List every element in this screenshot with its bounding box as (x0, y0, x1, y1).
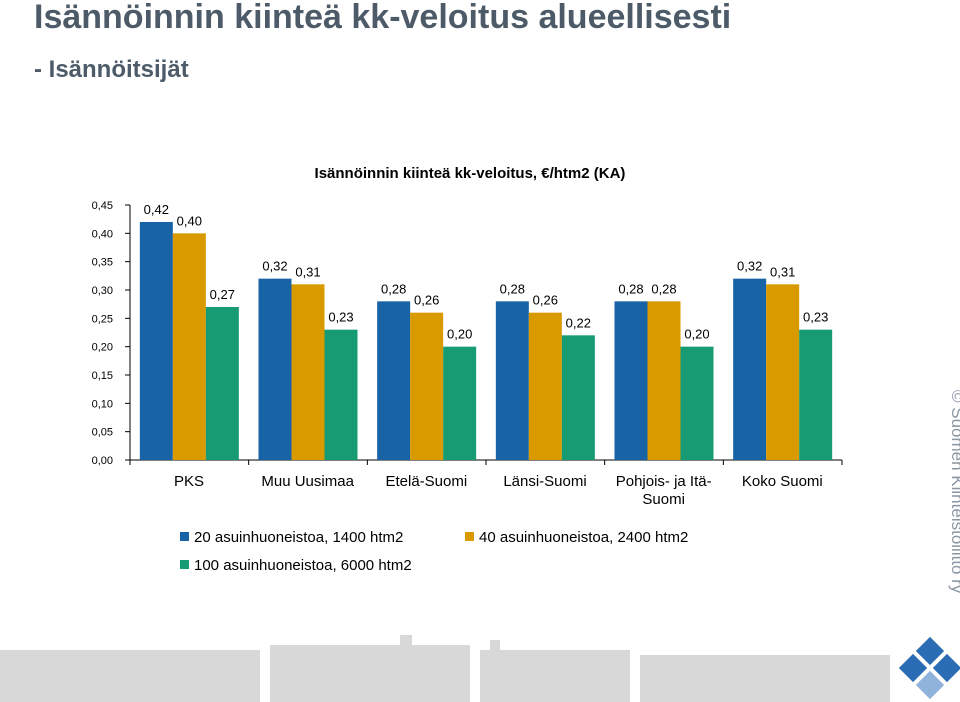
x-tick-label: Pohjois- ja Itä-Suomi (615, 473, 712, 508)
bar (647, 301, 681, 460)
bar (139, 222, 173, 460)
bar (528, 312, 562, 460)
legend-label: 40 asuinhuoneistoa, 2400 htm2 (479, 529, 688, 546)
legend-label: 100 asuinhuoneistoa, 6000 htm2 (194, 557, 412, 574)
x-tick-label: Koko Suomi (741, 473, 823, 490)
bar (324, 329, 358, 460)
bar (561, 335, 595, 460)
skyline (0, 635, 890, 702)
bar (680, 346, 714, 460)
value-label: 0,22 (566, 315, 591, 330)
value-label: 0,27 (210, 287, 235, 302)
legend-swatch (180, 532, 189, 541)
x-tick-label: PKS (173, 473, 204, 490)
value-label: 0,28 (500, 281, 525, 296)
bar (377, 301, 411, 460)
x-tick-label: Etelä-Suomi (385, 473, 468, 490)
x-tick-label: Muu Uusimaa (261, 473, 354, 490)
bar (614, 301, 648, 460)
value-label: 0,20 (684, 327, 709, 342)
bar (799, 329, 833, 460)
bar (258, 278, 292, 460)
value-label: 0,31 (770, 264, 795, 279)
value-label: 0,28 (618, 281, 643, 296)
y-tick-label: 0,10 (92, 398, 113, 410)
x-tick-label: Länsi-Suomi (503, 473, 587, 490)
value-label: 0,31 (295, 264, 320, 279)
value-label: 0,23 (803, 310, 828, 325)
value-label: 0,20 (447, 327, 472, 342)
bar (766, 284, 800, 460)
logo (898, 636, 960, 700)
y-tick-label: 0,20 (92, 342, 113, 354)
legend-swatch (465, 532, 474, 541)
y-tick-label: 0,45 (92, 200, 113, 212)
value-label: 0,40 (177, 213, 202, 228)
bar (205, 307, 239, 460)
bar (443, 346, 477, 460)
bar (172, 233, 206, 460)
y-tick-label: 0,35 (92, 257, 113, 269)
slide-subtitle: - Isännöitsijät (34, 56, 189, 83)
bar (733, 278, 767, 460)
y-tick-label: 0,05 (92, 427, 113, 439)
value-label: 0,42 (144, 202, 169, 217)
slide-title: Isännöinnin kiinteä kk-veloitus alueelli… (34, 0, 731, 36)
legend-swatch (180, 560, 189, 569)
legend-label: 20 asuinhuoneistoa, 1400 htm2 (194, 529, 403, 546)
chart-title: Isännöinnin kiinteä kk-veloitus, €/htm2 … (315, 165, 626, 182)
y-tick-label: 0,15 (92, 370, 113, 382)
value-label: 0,32 (737, 259, 762, 274)
y-tick-label: 0,30 (92, 285, 113, 297)
value-label: 0,28 (381, 281, 406, 296)
value-label: 0,26 (533, 293, 558, 308)
value-label: 0,26 (414, 293, 439, 308)
y-tick-label: 0,00 (92, 455, 113, 467)
bar (495, 301, 529, 460)
value-label: 0,28 (651, 281, 676, 296)
bar (410, 312, 444, 460)
y-tick-label: 0,25 (92, 313, 113, 325)
side-note: © Suomen Kiinteistöliitto ry (948, 390, 960, 594)
bar (291, 284, 325, 460)
y-tick-label: 0,40 (92, 228, 113, 240)
value-label: 0,32 (262, 259, 287, 274)
value-label: 0,23 (328, 310, 353, 325)
